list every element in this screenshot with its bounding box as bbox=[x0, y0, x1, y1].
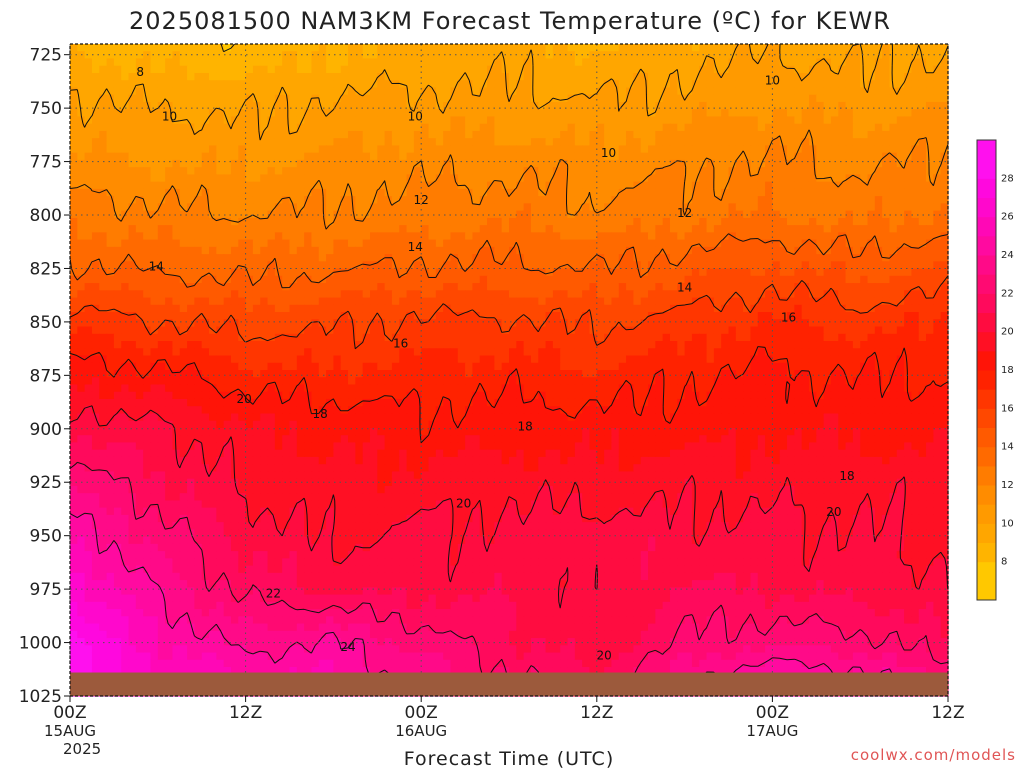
colorbar-swatch-13 bbox=[977, 446, 996, 467]
contour-line-20 bbox=[69, 405, 949, 609]
contour-label-11: 16 bbox=[781, 311, 796, 325]
contour-label-17: 20 bbox=[826, 505, 841, 519]
y-tick-label-750: 750 bbox=[30, 99, 62, 119]
contour-line-10 bbox=[69, 43, 949, 141]
x-date-label-48: 17AUG bbox=[746, 722, 798, 740]
contour-label-5: 12 bbox=[414, 193, 429, 207]
contour-line-18 bbox=[69, 346, 949, 444]
temperature-fill bbox=[70, 44, 949, 697]
colorbar-tick-label-24: 24 bbox=[1001, 250, 1014, 261]
colorbar-swatch-17 bbox=[977, 370, 996, 390]
colorbar-swatch-16 bbox=[977, 389, 996, 409]
colorbar-tick-label-14: 14 bbox=[1001, 442, 1014, 453]
colorbar-swatch-29 bbox=[977, 140, 996, 160]
y-tick-label-850: 850 bbox=[30, 313, 62, 333]
y-tick-label-975: 975 bbox=[30, 580, 62, 600]
colorbar-swatch-19 bbox=[977, 331, 996, 352]
colorbar-swatch-8 bbox=[977, 542, 996, 563]
colorbar-swatch-26 bbox=[977, 197, 996, 218]
y-tick-label-925: 925 bbox=[30, 473, 62, 493]
colorbar-tick-label-18: 18 bbox=[1001, 365, 1014, 376]
colorbar-swatch-7 bbox=[977, 561, 996, 582]
contour-label-0: 8 bbox=[136, 65, 144, 79]
colorbar-swatch-20 bbox=[977, 312, 996, 333]
colorbar-swatch-9 bbox=[977, 523, 996, 543]
colorbar-swatch-15 bbox=[977, 408, 996, 428]
colorbar-tick-label-26: 26 bbox=[1001, 212, 1014, 223]
contour-label-7: 14 bbox=[149, 259, 164, 273]
contour-label-15: 20 bbox=[236, 392, 251, 406]
colorbar-swatch-27 bbox=[977, 178, 996, 198]
colorbar-swatch-11 bbox=[977, 485, 996, 505]
colorbar-tick-label-8: 8 bbox=[1001, 557, 1007, 568]
y-tick-label-800: 800 bbox=[30, 206, 62, 226]
colorbar-swatch-14 bbox=[977, 427, 996, 448]
y-tick-label-775: 775 bbox=[30, 153, 62, 173]
y-tick-label-1025: 1025 bbox=[19, 687, 62, 707]
contour-label-4: 10 bbox=[765, 73, 780, 87]
contour-label-3: 10 bbox=[601, 146, 616, 160]
x-tick-label-60: 12Z bbox=[931, 703, 964, 723]
contour-label-12: 18 bbox=[313, 407, 328, 421]
colorbar-swatch-22 bbox=[977, 274, 996, 294]
contour-line-14 bbox=[69, 233, 949, 289]
colorbar-swatch-12 bbox=[977, 465, 996, 486]
colorbar-tick-label-10: 10 bbox=[1001, 518, 1014, 529]
x-tick-label-12: 12Z bbox=[229, 703, 262, 723]
contour-line-12 bbox=[69, 129, 949, 230]
colorbar-swatch-28 bbox=[977, 159, 996, 179]
colorbar-swatch-18 bbox=[977, 350, 996, 371]
y-tick-label-950: 950 bbox=[30, 527, 62, 547]
colorbar-tick-label-22: 22 bbox=[1001, 288, 1014, 299]
contour-label-8: 14 bbox=[408, 240, 423, 254]
contour-label-19: 22 bbox=[266, 586, 281, 600]
contour-label-9: 14 bbox=[677, 281, 692, 295]
contour-label-18: 20 bbox=[596, 648, 611, 662]
x-date-label-0: 15AUG bbox=[44, 722, 96, 740]
x-year-label-0: 2025 bbox=[63, 740, 101, 758]
chart-title: 2025081500 NAM3KM Forecast Temperature (… bbox=[129, 7, 891, 35]
x-tick-label-36: 12Z bbox=[580, 703, 613, 723]
x-date-label-24: 16AUG bbox=[395, 722, 447, 740]
contour-label-20: 24 bbox=[340, 640, 355, 654]
contour-label-1: 10 bbox=[162, 110, 177, 124]
contour-label-2: 10 bbox=[408, 110, 423, 124]
colorbar-tick-label-12: 12 bbox=[1001, 480, 1014, 491]
contour-lines bbox=[69, 43, 949, 697]
x-tick-label-48: 00Z bbox=[756, 703, 789, 723]
colorbar-swatch-6 bbox=[977, 580, 996, 601]
y-tick-label-825: 825 bbox=[30, 260, 62, 280]
colorbar-tick-label-20: 20 bbox=[1001, 327, 1014, 338]
ground-surface bbox=[70, 672, 948, 696]
colorbar-swatch-10 bbox=[977, 504, 996, 524]
y-tick-label-900: 900 bbox=[30, 420, 62, 440]
colorbar: 8 10 12 14 16 18 20 22 24 26 28 bbox=[976, 139, 1014, 601]
contour-label-16: 20 bbox=[456, 497, 471, 511]
x-axis-label: Forecast Time (UTC) bbox=[404, 748, 614, 768]
colorbar-swatch-21 bbox=[977, 293, 996, 313]
y-tick-label-1000: 1000 bbox=[19, 634, 62, 654]
x-tick-label-24: 00Z bbox=[405, 703, 438, 723]
colorbar-frame bbox=[976, 139, 997, 601]
contour-label-14: 18 bbox=[839, 469, 854, 483]
colorbar-swatch-23 bbox=[977, 255, 996, 275]
y-tick-label-725: 725 bbox=[30, 46, 62, 66]
colorbar-swatch-24 bbox=[977, 235, 996, 256]
contour-line-8 bbox=[220, 43, 235, 53]
contour-label-10: 16 bbox=[393, 336, 408, 350]
y-tick-label-875: 875 bbox=[30, 366, 62, 386]
colorbar-swatch-25 bbox=[977, 216, 996, 237]
colorbar-tick-label-16: 16 bbox=[1001, 403, 1014, 414]
colorbar-tick-label-28: 28 bbox=[1001, 173, 1014, 184]
contour-label-13: 18 bbox=[517, 420, 532, 434]
plot-area: 8 10 10 10 10 12 12 14 14 14 16 16 18 18 18 20 20 20 20 22 2… bbox=[19, 43, 1014, 758]
x-tick-label-0: 00Z bbox=[53, 703, 86, 723]
credit-text[interactable]: coolwx.com/models bbox=[851, 746, 1016, 764]
contour-label-6: 12 bbox=[677, 206, 692, 220]
